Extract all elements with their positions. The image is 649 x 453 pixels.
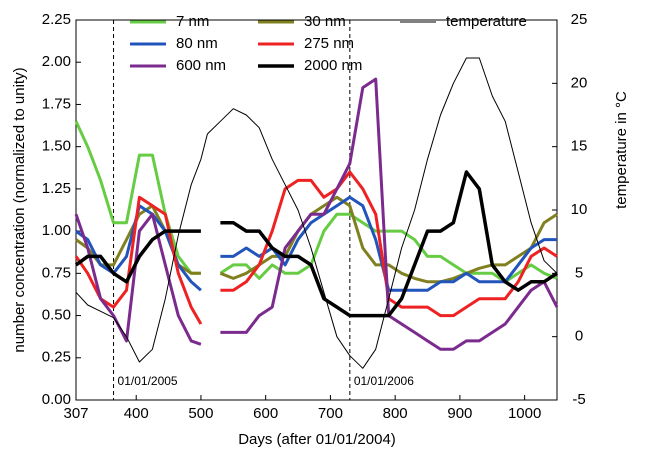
- y2-tick-label: 15: [571, 138, 588, 155]
- x-tick-label: 500: [188, 405, 213, 422]
- date-marker-label: 01/01/2006: [354, 374, 414, 388]
- y2-tick-label: 25: [571, 11, 588, 28]
- y-tick-label: 1.75: [42, 95, 71, 112]
- y2-tick-label: 20: [571, 74, 588, 91]
- x-tick-label: 1000: [508, 405, 541, 422]
- date-marker-label: 01/01/2005: [118, 374, 178, 388]
- y-tick-label: 1.00: [42, 222, 71, 239]
- x-tick-label: 800: [383, 405, 408, 422]
- legend-label: 600 nm: [176, 57, 226, 74]
- x-tick-label: 400: [124, 405, 149, 422]
- legend-label: 80 nm: [176, 35, 218, 52]
- x-tick-label: 600: [253, 405, 278, 422]
- x-axis-label: Days (after 01/01/2004): [238, 431, 396, 448]
- y-tick-label: 0.75: [42, 264, 71, 281]
- legend-label: 275 nm: [304, 35, 354, 52]
- x-tick-label: 307: [63, 405, 88, 422]
- y2-axis-label: temperature in °C: [613, 91, 630, 209]
- legend-label: 7 nm: [176, 13, 209, 30]
- y-tick-label: 0.25: [42, 349, 71, 366]
- series-line: [75, 57, 558, 369]
- y-tick-label: 1.50: [42, 138, 71, 155]
- legend-label: 2000 nm: [304, 57, 362, 74]
- y-tick-label: 0.00: [42, 391, 71, 408]
- y-tick-label: 2.25: [42, 11, 71, 28]
- y-tick-label: 0.50: [42, 307, 71, 324]
- x-tick-label: 700: [318, 405, 343, 422]
- y2-tick-label: 0: [575, 328, 583, 345]
- y2-tick-label: 10: [571, 201, 588, 218]
- y-tick-label: 2.00: [42, 53, 71, 70]
- y-axis-label: number concentration (normalized to unit…: [11, 67, 28, 352]
- y2-tick-label: -5: [572, 391, 585, 408]
- legend-label: temperature: [446, 13, 527, 30]
- legend-label: 30 nm: [304, 13, 346, 30]
- x-tick-label: 900: [447, 405, 472, 422]
- series-line: [74, 170, 558, 318]
- y2-tick-label: 5: [575, 264, 583, 281]
- y-tick-label: 1.25: [42, 180, 71, 197]
